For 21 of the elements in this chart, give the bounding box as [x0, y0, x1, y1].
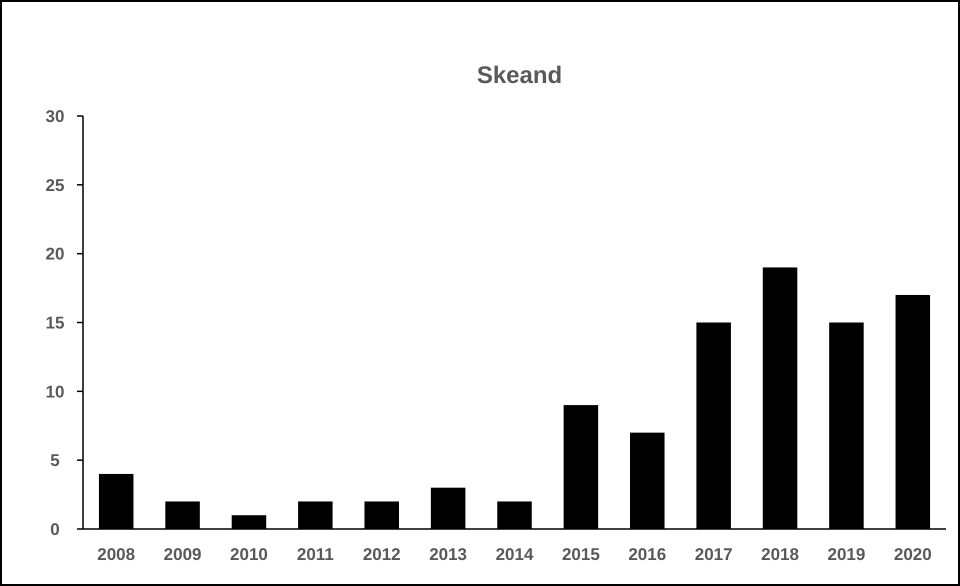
x-tick-label: 2020	[894, 545, 932, 564]
x-tick-label: 2018	[761, 545, 799, 564]
x-tick-label: 2014	[496, 545, 534, 564]
y-tick-label: 25	[46, 176, 64, 195]
x-tick-label: 2011	[296, 545, 334, 564]
y-tick-label: 20	[46, 244, 64, 264]
x-tick-label: 2019	[828, 545, 866, 564]
x-tick-label: 2008	[97, 545, 136, 564]
y-tick-label: 15	[46, 313, 64, 332]
x-tick-label: 2012	[362, 545, 401, 564]
x-tick-label: 2015	[562, 545, 600, 564]
x-tick-label: 2013	[429, 545, 468, 564]
x-tick-label: 2016	[628, 545, 666, 564]
x-tick-label: 2009	[164, 545, 202, 564]
y-tick-label: 30	[46, 106, 64, 126]
x-tick-label: 2010	[230, 545, 268, 564]
y-tick-label: 10	[46, 382, 64, 402]
y-tick-label: 5	[50, 451, 60, 470]
x-tick-label: 2017	[694, 545, 733, 564]
y-tick-label: 0	[50, 520, 60, 539]
chart-title: Skeand	[476, 62, 562, 89]
